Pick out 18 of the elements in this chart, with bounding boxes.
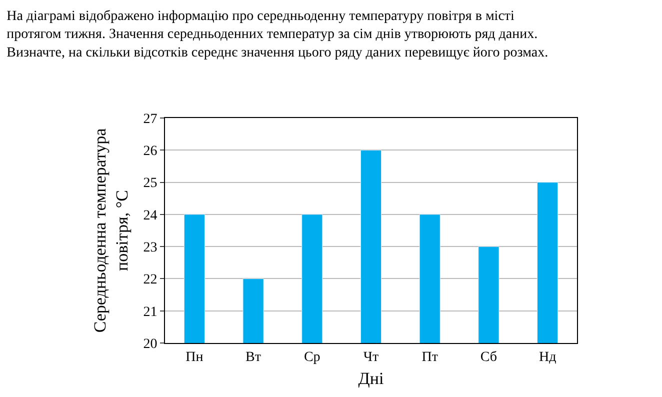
y-tick-label: 21 <box>143 304 158 320</box>
y-tick-label: 26 <box>143 144 158 160</box>
y-tick-label: 27 <box>143 112 158 127</box>
chart-title: На діаграмі відображено інформацію про середньоденну температуру повітря в місті протягом тижня. Значення середньоденних температур за сім днів утворюють ряд даних. Визначте, на скільки відсотків середнє значення цього ряду даних перевищує його розмах. <box>6 8 548 60</box>
x-tick-label: Пн <box>186 350 204 365</box>
x-tick-label: Пт <box>422 350 438 365</box>
y-axis-title: Середньоденна температура повітря, °C <box>90 128 132 333</box>
x-tick-label: Вт <box>246 350 262 365</box>
x-tick-label: Сб <box>480 350 498 365</box>
y-tick-label: 25 <box>143 176 158 192</box>
y-tick-label: 23 <box>143 240 158 256</box>
x-tick-label: Чт <box>363 350 379 365</box>
y-tick-label: 22 <box>143 272 158 288</box>
x-tick-label: Ср <box>304 350 320 365</box>
y-tick-label: 20 <box>143 336 158 352</box>
x-axis-title: Дні <box>358 369 384 388</box>
y-tick-label: 24 <box>143 208 158 224</box>
x-tick-label: Нд <box>538 350 556 365</box>
